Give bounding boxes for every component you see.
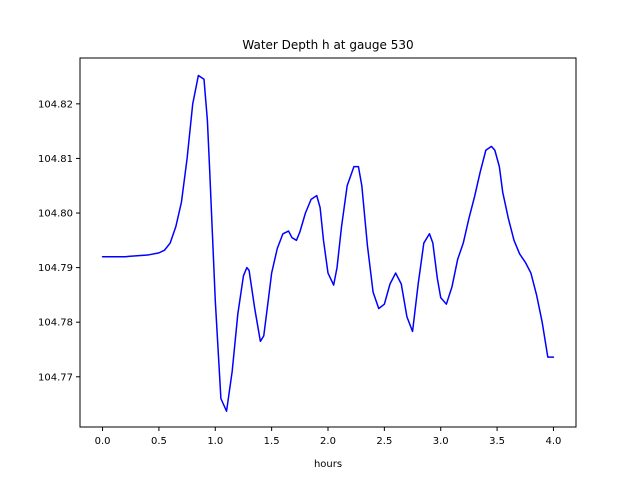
x-tick-label: 1.0 <box>207 436 223 447</box>
series-line-0 <box>101 74 555 412</box>
x-tick-label: 3.0 <box>433 436 449 447</box>
x-tick-label: 3.5 <box>489 436 505 447</box>
y-tick-label: 104.78 <box>38 318 73 329</box>
y-tick-label: 104.79 <box>38 263 73 274</box>
x-axis: 0.0 0.5 1.0 1.5 2.0 2.5 3.0 3.5 4.0 <box>95 427 562 447</box>
series-layer <box>101 74 555 412</box>
x-tick-label: 1.5 <box>264 436 280 447</box>
y-tick-label: 104.77 <box>38 372 73 383</box>
x-tick-label: 0.5 <box>151 436 167 447</box>
y-tick-label: 104.81 <box>38 154 73 165</box>
x-tick-label: 2.0 <box>320 436 336 447</box>
x-axis-title: hours <box>314 459 342 470</box>
x-tick-label: 4.0 <box>546 436 562 447</box>
x-tick-label: 0.0 <box>95 436 111 447</box>
chart-title: Water Depth h at gauge 530 <box>242 38 413 52</box>
x-tick-label: 2.5 <box>376 436 392 447</box>
y-tick-label: 104.82 <box>38 99 73 110</box>
y-axis: 104.77 104.78 104.79 104.80 104.81 104.82 <box>38 99 80 383</box>
y-tick-label: 104.80 <box>38 209 73 220</box>
